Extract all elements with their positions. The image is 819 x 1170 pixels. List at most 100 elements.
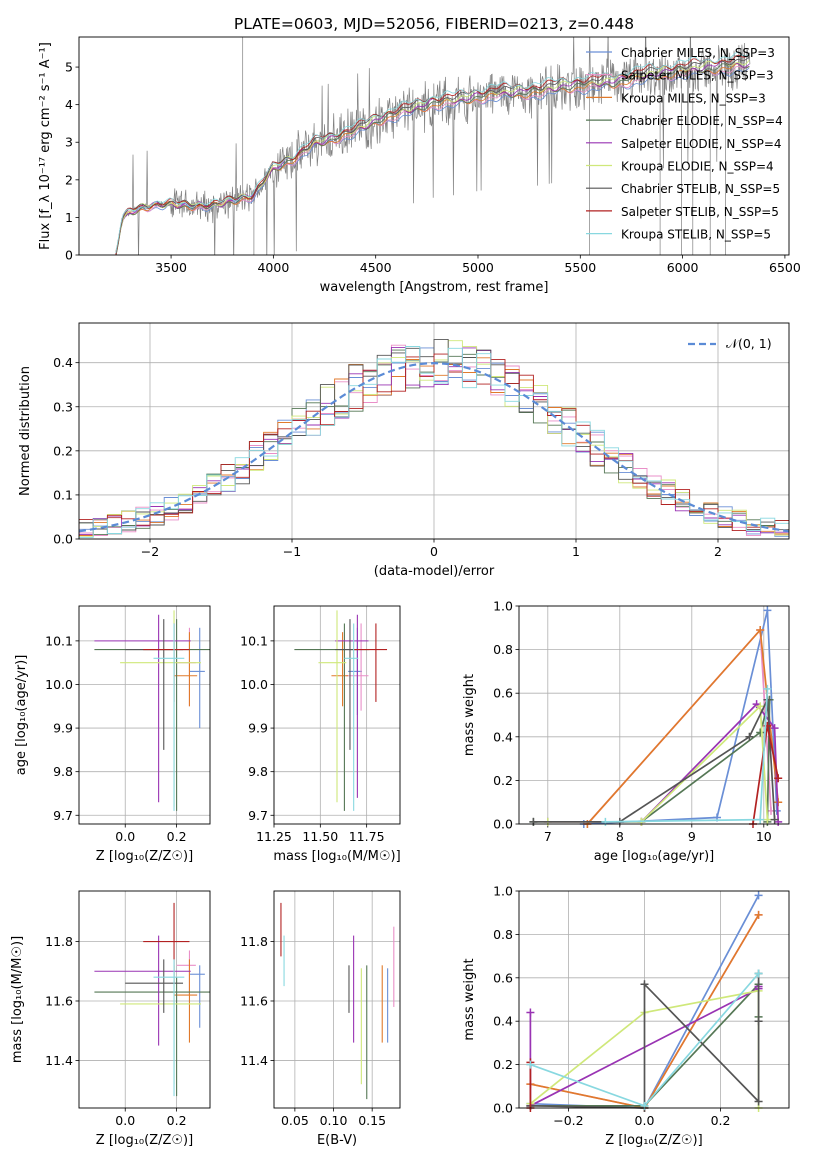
observed-spectrum bbox=[115, 37, 751, 255]
weight-marker bbox=[770, 724, 779, 733]
normal-curve bbox=[79, 361, 789, 533]
y-tick-label: 0.8 bbox=[493, 927, 513, 942]
legend-label: Salpeter STELIB, N_SSP=5 bbox=[621, 205, 779, 219]
x-tick-label: 0.10 bbox=[320, 1113, 348, 1128]
legend-label: Chabrier STELIB, N_SSP=5 bbox=[621, 182, 780, 196]
weight_vs_age-ylabel: mass weight bbox=[462, 674, 477, 756]
weight-marker bbox=[756, 702, 765, 711]
y-tick-label: 0.1 bbox=[53, 487, 73, 502]
y-tick-label: 0.8 bbox=[493, 642, 513, 657]
weight-marker bbox=[529, 817, 538, 826]
x-tick-label: 4000 bbox=[257, 260, 289, 275]
weight_vs_age-axes: 7 8 9 10 0.0 0.2 0.4 0.6 0.8 1.0 age [log₁₀(age/yr… bbox=[462, 599, 790, 864]
y-tick-label: 10.0 bbox=[240, 677, 268, 692]
weight-marker bbox=[763, 815, 772, 824]
x-tick-label: 0.0 bbox=[115, 1113, 135, 1128]
x-tick-label: 0 bbox=[430, 544, 438, 559]
age_vs_Z-axes: 0.0 0.2 9.7 9.8 9.9 10.0 10.1 Z [log₁₀(Z/Z☉)] ag… bbox=[14, 605, 211, 864]
mass_vs_ebv-axes: 0.05 0.10 0.15 11.4 11.6 11.8 E(B-V) bbox=[240, 890, 401, 1148]
y-tick-label: 3 bbox=[65, 135, 73, 150]
x-tick-label: 6500 bbox=[769, 260, 801, 275]
y-tick-label: 2 bbox=[65, 172, 73, 187]
x-tick-label: 0.2 bbox=[167, 1113, 187, 1128]
histogram-step bbox=[79, 346, 789, 539]
weight-marker bbox=[763, 606, 772, 615]
age_vs_Z-ylabel: age [log₁₀(age/yr)] bbox=[14, 655, 29, 776]
y-tick-label: 1.0 bbox=[493, 884, 513, 899]
spectrum-legend: Chabrier MILES, N_SSP=3 Salpeter MILES, N… bbox=[586, 46, 783, 242]
weight-marker bbox=[754, 1097, 763, 1106]
weight-marker bbox=[526, 1060, 535, 1069]
weight-marker bbox=[745, 732, 754, 741]
x-tick-label: 11.25 bbox=[256, 829, 292, 844]
axes-frame bbox=[273, 605, 401, 825]
x-tick-label: 7 bbox=[544, 829, 552, 844]
axes-frame bbox=[78, 36, 790, 256]
x-tick-label: 1 bbox=[572, 544, 580, 559]
y-tick-label: 10.0 bbox=[45, 677, 73, 692]
spectrum-ylabel: Flux [f_λ 10⁻¹⁷ erg cm⁻² s⁻¹ A⁻¹] bbox=[38, 42, 53, 250]
weight-marker bbox=[526, 1008, 535, 1017]
axes-frame bbox=[273, 890, 401, 1109]
weight_vs_Z-axes: −0.2 0.0 0.2 0.0 0.2 0.4 0.6 0.8 1.0 Z [log₁₀(Z/Z… bbox=[462, 884, 790, 1148]
x-tick-label: 0.0 bbox=[115, 829, 135, 844]
y-tick-label: 0.6 bbox=[493, 686, 513, 701]
y-tick-label: 0.4 bbox=[493, 729, 513, 744]
y-tick-label: 4 bbox=[65, 97, 73, 112]
axes-frame bbox=[78, 605, 211, 825]
weight-marker bbox=[763, 684, 772, 693]
x-tick-label: −1 bbox=[283, 544, 301, 559]
axes-frame bbox=[518, 605, 790, 825]
y-tick-label: 11.6 bbox=[45, 993, 73, 1008]
y-tick-label: 11.8 bbox=[240, 934, 268, 949]
weight-marker bbox=[754, 969, 763, 978]
x-tick-label: 0.05 bbox=[281, 1113, 309, 1128]
x-tick-label: 5500 bbox=[564, 260, 596, 275]
weight-marker bbox=[754, 891, 763, 900]
legend-label: Kroupa STELIB, N_SSP=5 bbox=[621, 228, 771, 242]
mass_vs_ebv-points bbox=[280, 902, 395, 1100]
x-tick-label: 0.0 bbox=[635, 1113, 655, 1128]
age_vs_mass-axes: 11.25 11.50 11.75 9.7 9.8 9.9 10.0 10.1 mass [lo… bbox=[240, 605, 401, 864]
y-tick-label: 0.0 bbox=[53, 532, 73, 547]
spectrum-traces bbox=[115, 37, 751, 255]
residuals-ylabel: Normed distribution bbox=[18, 366, 33, 496]
legend-label: Kroupa MILES, N_SSP=3 bbox=[621, 91, 766, 105]
model-spectrum bbox=[115, 60, 750, 255]
age_vs_Z-points bbox=[94, 610, 210, 811]
spectrum-axes: 3500 4000 4500 5000 5500 6000 6500 0 1 2 3 4 5 wavele… bbox=[38, 36, 801, 295]
y-tick-label: 0.6 bbox=[493, 970, 513, 985]
x-tick-label: 6000 bbox=[667, 260, 699, 275]
x-tick-label: 10 bbox=[756, 829, 772, 844]
weight_vs_age-xlabel: age [log₁₀(age/yr)] bbox=[594, 849, 715, 864]
plot-layer: 3500 4000 4500 5000 5500 6000 6500 0 1 2 3 4 5 wavele… bbox=[10, 36, 801, 1148]
mass_vs_Z-xlabel: Z [log₁₀(Z/Z☉)] bbox=[96, 1133, 193, 1148]
y-tick-label: 0.2 bbox=[53, 443, 73, 458]
x-tick-label: 2 bbox=[714, 544, 722, 559]
y-tick-label: 1 bbox=[65, 210, 73, 225]
x-tick-label: 0.15 bbox=[358, 1113, 386, 1128]
weight-marker bbox=[770, 815, 779, 824]
weight-marker bbox=[774, 774, 783, 783]
y-tick-label: 11.6 bbox=[240, 993, 268, 1008]
y-tick-label: 5 bbox=[65, 60, 73, 75]
mass_vs_Z-points bbox=[94, 902, 210, 1097]
x-tick-label: −0.2 bbox=[553, 1113, 583, 1128]
x-tick-label: 4500 bbox=[360, 260, 392, 275]
x-tick-label: 3500 bbox=[155, 260, 187, 275]
x-tick-label: 0.2 bbox=[711, 1113, 731, 1128]
y-tick-label: 0.2 bbox=[493, 1057, 513, 1072]
x-tick-label: 11.75 bbox=[349, 829, 385, 844]
weight-marker bbox=[756, 728, 765, 737]
y-tick-label: 0 bbox=[65, 248, 73, 263]
figure-title: PLATE=0603, MJD=52056, FIBERID=0213, z=0… bbox=[234, 15, 634, 33]
weight-marker bbox=[601, 817, 610, 826]
x-tick-label: 5000 bbox=[462, 260, 494, 275]
x-tick-label: 8 bbox=[616, 829, 624, 844]
y-tick-label: 9.8 bbox=[53, 764, 73, 779]
weight-marker bbox=[754, 1017, 763, 1026]
y-tick-label: 10.1 bbox=[45, 633, 73, 648]
axes-frame bbox=[78, 322, 790, 540]
mass_vs_Z-axes: 0.0 0.2 11.4 11.6 11.8 Z [log₁₀(Z/Z☉)] mass [l… bbox=[10, 890, 211, 1148]
